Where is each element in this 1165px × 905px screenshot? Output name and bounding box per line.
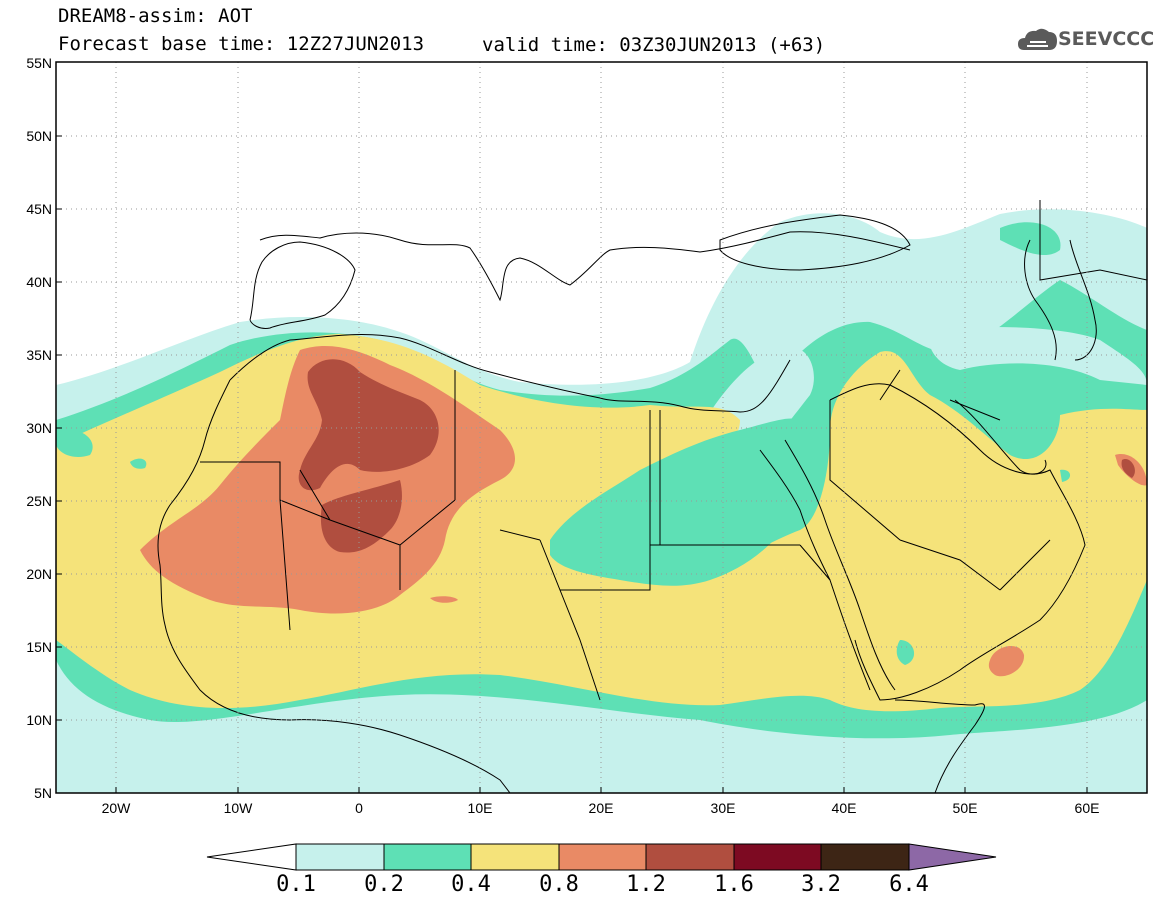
lat-label: 25N: [26, 493, 52, 509]
colorbar-label: 3.2: [801, 872, 841, 897]
colorbar-swatch-5: [645, 843, 735, 871]
valid-time: valid time: 03Z30JUN2013 (+63): [482, 34, 826, 56]
lat-label: 10N: [26, 712, 52, 728]
lon-label: 30E: [710, 800, 736, 816]
lat-lon-grid: [56, 62, 1147, 793]
lon-label: 50E: [952, 800, 978, 816]
lon-label: 10E: [467, 800, 493, 816]
lon-label: 20E: [588, 800, 614, 816]
logo-text: SEEVCCC: [1058, 28, 1155, 50]
lat-label: 35N: [26, 347, 52, 363]
colorbar-swatch-3: [470, 843, 560, 871]
aot-band-1.2: [298, 359, 1135, 553]
aot-green-pockets: [56, 418, 1071, 665]
lat-label: 5N: [34, 785, 52, 801]
lon-label: 0: [355, 800, 363, 816]
lon-label: 60E: [1074, 800, 1100, 816]
colorbar-over-triangle: [908, 843, 997, 871]
aot-pocket-iran: [928, 327, 1147, 385]
colorbar-label: 1.2: [626, 872, 666, 897]
lat-label: 55N: [26, 55, 52, 71]
colorbar-label: 1.6: [714, 872, 754, 897]
colorbar-swatch-7: [820, 843, 910, 871]
lat-label: 45N: [26, 201, 52, 217]
coastlines: [157, 200, 1147, 793]
lon-label: 20W: [101, 800, 131, 816]
lat-label: 15N: [26, 639, 52, 655]
forecast-base-time: Forecast base time: 12Z27JUN2013: [58, 33, 425, 55]
lon-label: 10W: [223, 800, 253, 816]
colorbar-swatch-6: [733, 843, 822, 871]
lon-label: 40E: [831, 800, 857, 816]
colorbar-swatch-1: [295, 843, 385, 871]
colorbar: [206, 843, 997, 871]
colorbar-label: 0.2: [364, 872, 404, 897]
lat-label: 40N: [26, 274, 52, 290]
lat-label: 20N: [26, 566, 52, 582]
colorbar-label: 0.8: [539, 872, 579, 897]
map-title: DREAM8-assim: AOT: [58, 5, 253, 27]
axis-ticks: [56, 135, 1088, 793]
lat-label: 50N: [26, 128, 52, 144]
colorbar-swatch-2: [383, 843, 472, 871]
lat-label: 30N: [26, 420, 52, 436]
colorbar-swatch-4: [558, 843, 647, 871]
colorbar-under-triangle: [206, 843, 297, 871]
colorbar-label: 6.4: [889, 872, 929, 897]
cloud-logo-icon: [1018, 28, 1057, 50]
colorbar-label: 0.4: [451, 872, 491, 897]
colorbar-label: 0.1: [276, 872, 316, 897]
